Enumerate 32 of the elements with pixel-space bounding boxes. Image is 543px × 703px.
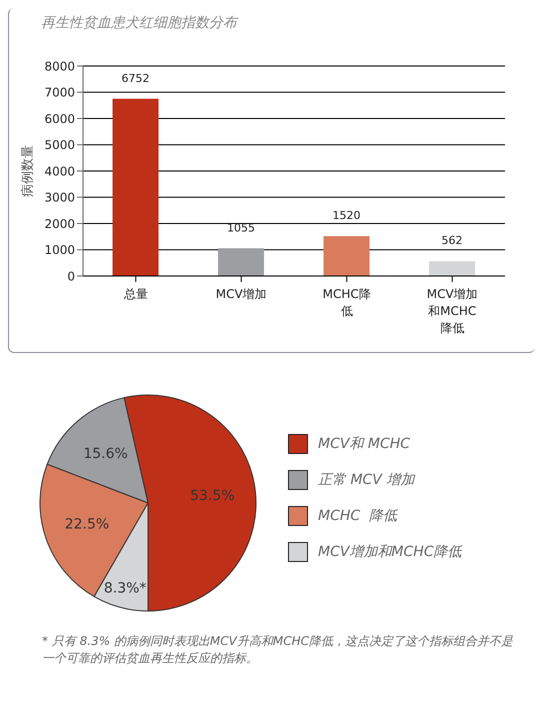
x-tick-label: MCHC降低 — [322, 287, 371, 318]
data-label: 15.6% — [83, 446, 128, 462]
text: * 只有 8.3% 的病例同时表现出MCV升高和MCHC降低，这点决定了这个指标组合并不是一个可靠的评估贫血再生性反应的指标。 — [42, 633, 514, 667]
y-tick-label: 6000 — [44, 112, 75, 126]
y-tick-label: 5000 — [44, 138, 75, 152]
bar — [429, 261, 476, 276]
data-label: 8.3%* — [104, 580, 146, 597]
y-tick-label: 7000 — [44, 86, 75, 100]
x-tick-label: MCV增加和MCHC降低 — [426, 287, 478, 335]
chart-title: 再生性贫血患犬红细胞指数分布 — [41, 14, 237, 32]
legend-label: 正常 MCV 增加 — [318, 471, 414, 489]
y-axis-title: 病例数量 — [20, 145, 36, 197]
data-label: 53.5% — [190, 488, 235, 504]
bar — [324, 236, 370, 276]
legend-label: MCV和 MCHC — [318, 435, 410, 453]
y-tick-label: 3000 — [44, 190, 75, 205]
bar — [112, 98, 159, 276]
y-tick-label: 8000 — [44, 59, 75, 74]
data-label: 1055 — [227, 221, 256, 234]
y-tick-label: 4000 — [44, 164, 75, 178]
legend-label: MCHC 降低 — [318, 507, 398, 525]
y-tick-label: 0 — [67, 269, 75, 284]
bar — [218, 248, 264, 276]
y-tick-label: 2000 — [44, 216, 75, 231]
data-label: 6752 — [122, 72, 150, 85]
x-tick-label: 总量 — [122, 287, 148, 301]
y-tick-label: 1000 — [44, 243, 75, 258]
data-label: 22.5% — [64, 516, 110, 533]
legend-label: MCV增加和MCHC降低 — [318, 543, 462, 561]
data-label: 562 — [442, 234, 463, 248]
data-label: 1520 — [332, 209, 361, 222]
x-tick-label: MCV增加 — [216, 287, 267, 301]
